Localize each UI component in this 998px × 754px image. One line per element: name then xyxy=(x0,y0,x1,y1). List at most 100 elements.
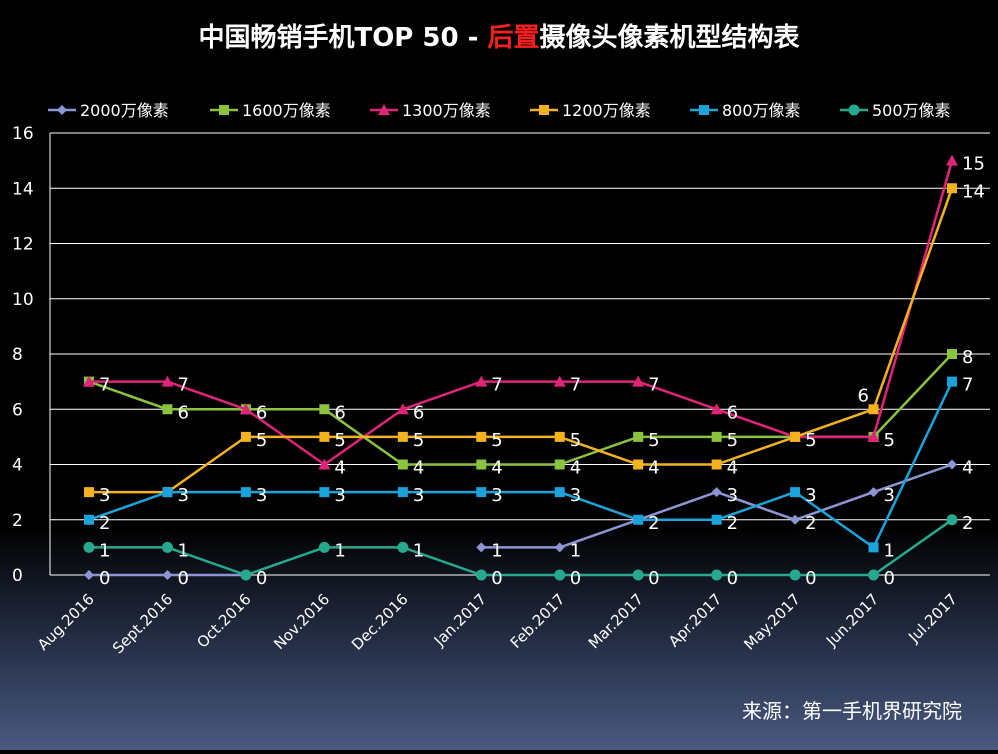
data-label: 2 xyxy=(962,513,973,534)
data-labels: 7 3 2 1 0 7 6 3 1 0 6 5 3 0 6 5 4 3 1 6 5 4 3 1 7 5 4 3 1 0 7 5 4 3 1 0 7 5 4 2… xyxy=(99,154,985,589)
data-label: 3 xyxy=(491,485,502,506)
series-3 xyxy=(84,183,957,498)
data-label: 1 xyxy=(413,540,424,561)
data-label: 5 xyxy=(256,430,267,451)
legend-label: 1300万像素 xyxy=(402,101,491,120)
title-prefix: 中国畅销手机TOP 50 - xyxy=(198,23,487,53)
data-label: 0 xyxy=(884,568,895,589)
data-point xyxy=(476,431,487,442)
data-point xyxy=(711,431,722,442)
data-point xyxy=(632,375,645,387)
y-tick-label: 0 xyxy=(12,566,23,586)
data-point xyxy=(475,569,487,581)
x-tick-label: Dec.2016 xyxy=(348,590,412,654)
data-label: 5 xyxy=(491,430,502,451)
data-label: 2 xyxy=(648,513,659,534)
data-label: 0 xyxy=(648,568,659,589)
data-label: 7 xyxy=(177,375,188,396)
data-point xyxy=(711,569,723,581)
data-label: 4 xyxy=(962,458,973,479)
y-tick-label: 10 xyxy=(12,290,34,310)
data-point xyxy=(554,431,565,442)
data-label: 4 xyxy=(334,458,345,479)
data-label: 6 xyxy=(334,402,345,423)
data-point xyxy=(318,541,330,553)
chart-title: 中国畅销手机TOP 50 - 后置摄像头像素机型结构表 xyxy=(198,23,800,53)
data-point xyxy=(633,431,644,442)
legend-item: 2000万像素 xyxy=(48,101,169,120)
data-point xyxy=(162,570,173,580)
y-tick-label: 12 xyxy=(12,235,34,255)
x-tick-label: Sept.2016 xyxy=(109,590,176,657)
data-label: 2 xyxy=(99,513,110,534)
data-label: 4 xyxy=(727,458,738,479)
legend-label: 1600万像素 xyxy=(242,101,331,120)
data-label: 7 xyxy=(648,375,659,396)
data-label: 4 xyxy=(491,458,502,479)
data-point xyxy=(554,542,565,553)
data-label: 14 xyxy=(962,181,985,202)
data-point xyxy=(476,542,487,553)
legend-label: 2000万像素 xyxy=(80,101,169,120)
data-point xyxy=(947,376,957,387)
legend-marker xyxy=(378,104,390,115)
data-label: 1 xyxy=(334,540,345,561)
chart-title-group: 中国畅销手机TOP 50 - 后置摄像头像素机型结构表 xyxy=(198,23,800,53)
data-point xyxy=(396,403,409,415)
data-label: 3 xyxy=(177,485,188,506)
data-point xyxy=(790,487,801,498)
x-tick-label: Feb.2017 xyxy=(507,590,569,652)
x-tick-label: Apr.2017 xyxy=(665,590,725,650)
y-tick-label: 6 xyxy=(12,400,23,420)
data-label: 3 xyxy=(99,485,110,506)
data-point xyxy=(947,183,957,194)
data-label: 0 xyxy=(570,568,581,589)
x-tick-label: Jun.2017 xyxy=(822,590,882,650)
data-label: 7 xyxy=(99,375,110,396)
data-point xyxy=(633,459,644,470)
data-point xyxy=(397,541,409,553)
series-line xyxy=(89,160,954,466)
source-note: 来源：第一手机界研究院 xyxy=(742,699,962,723)
legend-item: 1200万像素 xyxy=(530,101,651,120)
y-tick-label: 14 xyxy=(12,179,34,199)
data-point xyxy=(319,404,330,415)
data-point xyxy=(161,375,174,387)
data-label: 5 xyxy=(727,430,738,451)
data-label: 5 xyxy=(334,430,345,451)
data-point xyxy=(319,487,330,498)
legend-item: 1300万像素 xyxy=(370,101,491,120)
data-label: 6 xyxy=(727,402,738,423)
data-point xyxy=(397,459,408,470)
data-point xyxy=(475,375,488,387)
data-label: 8 xyxy=(962,347,973,368)
legend-label: 500万像素 xyxy=(872,101,951,120)
data-label: 5 xyxy=(805,430,816,451)
y-tick-label: 16 xyxy=(12,124,34,144)
series-lines xyxy=(83,154,958,581)
data-label: 15 xyxy=(962,154,985,175)
data-point xyxy=(554,569,566,581)
data-point xyxy=(161,541,173,553)
legend-label: 800万像素 xyxy=(722,101,801,120)
data-point xyxy=(868,404,879,415)
source-group: 来源：第一手机界研究院 xyxy=(742,699,962,723)
data-point xyxy=(711,487,722,498)
data-label: 7 xyxy=(570,375,581,396)
data-point xyxy=(84,514,94,525)
data-label: 3 xyxy=(884,485,895,506)
data-label: 7 xyxy=(962,375,973,396)
data-point xyxy=(397,487,408,498)
data-point xyxy=(318,458,331,470)
title-suffix: 摄像头像素机型结构表 xyxy=(540,23,801,53)
data-label: 3 xyxy=(256,485,267,506)
data-point xyxy=(553,375,566,387)
data-point xyxy=(397,431,408,442)
legend-item: 500万像素 xyxy=(840,101,951,120)
series-line xyxy=(89,187,954,494)
legend: 2000万像素 1600万像素 1300万像素 1200万像素 800万像素 500万像素 xyxy=(48,101,951,120)
data-label: 0 xyxy=(727,568,738,589)
